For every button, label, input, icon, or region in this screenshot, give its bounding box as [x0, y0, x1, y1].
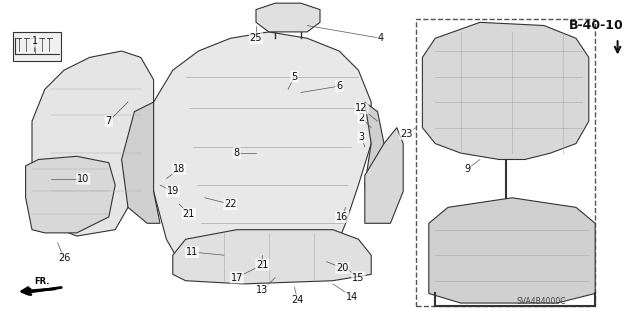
Text: 19: 19 [166, 186, 179, 197]
Text: 15: 15 [352, 272, 365, 283]
Text: 16: 16 [336, 212, 349, 222]
Text: 13: 13 [256, 285, 269, 295]
Text: 10: 10 [77, 174, 90, 184]
Text: 6: 6 [336, 81, 342, 91]
Text: 11: 11 [186, 247, 198, 257]
Text: 20: 20 [336, 263, 349, 273]
Text: 7: 7 [106, 116, 112, 126]
Text: SVA4B4000C: SVA4B4000C [516, 297, 566, 306]
FancyBboxPatch shape [13, 32, 61, 61]
Text: 23: 23 [400, 129, 413, 139]
Text: 17: 17 [230, 272, 243, 283]
Text: 21: 21 [182, 209, 195, 219]
Text: 3: 3 [358, 132, 365, 142]
Text: 14: 14 [346, 292, 358, 302]
Polygon shape [147, 32, 371, 278]
Text: 26: 26 [58, 253, 70, 263]
Text: 18: 18 [173, 164, 186, 174]
Polygon shape [365, 102, 384, 217]
Polygon shape [256, 3, 320, 32]
Text: 12: 12 [355, 103, 368, 114]
Polygon shape [365, 128, 403, 223]
Text: 4: 4 [378, 33, 384, 43]
Text: 1: 1 [32, 36, 38, 47]
Polygon shape [122, 102, 160, 223]
Polygon shape [26, 156, 115, 233]
Polygon shape [173, 230, 371, 284]
Text: FR.: FR. [34, 277, 49, 286]
Text: 24: 24 [291, 295, 304, 305]
Polygon shape [32, 51, 154, 236]
Polygon shape [429, 198, 595, 303]
Text: 25: 25 [250, 33, 262, 43]
Polygon shape [422, 22, 589, 160]
Text: 22: 22 [224, 199, 237, 209]
Text: 2: 2 [358, 113, 365, 123]
Text: B-40-10: B-40-10 [569, 19, 624, 32]
Text: 5: 5 [291, 71, 298, 82]
Text: 21: 21 [256, 260, 269, 270]
Text: 8: 8 [234, 148, 240, 158]
Text: 9: 9 [464, 164, 470, 174]
